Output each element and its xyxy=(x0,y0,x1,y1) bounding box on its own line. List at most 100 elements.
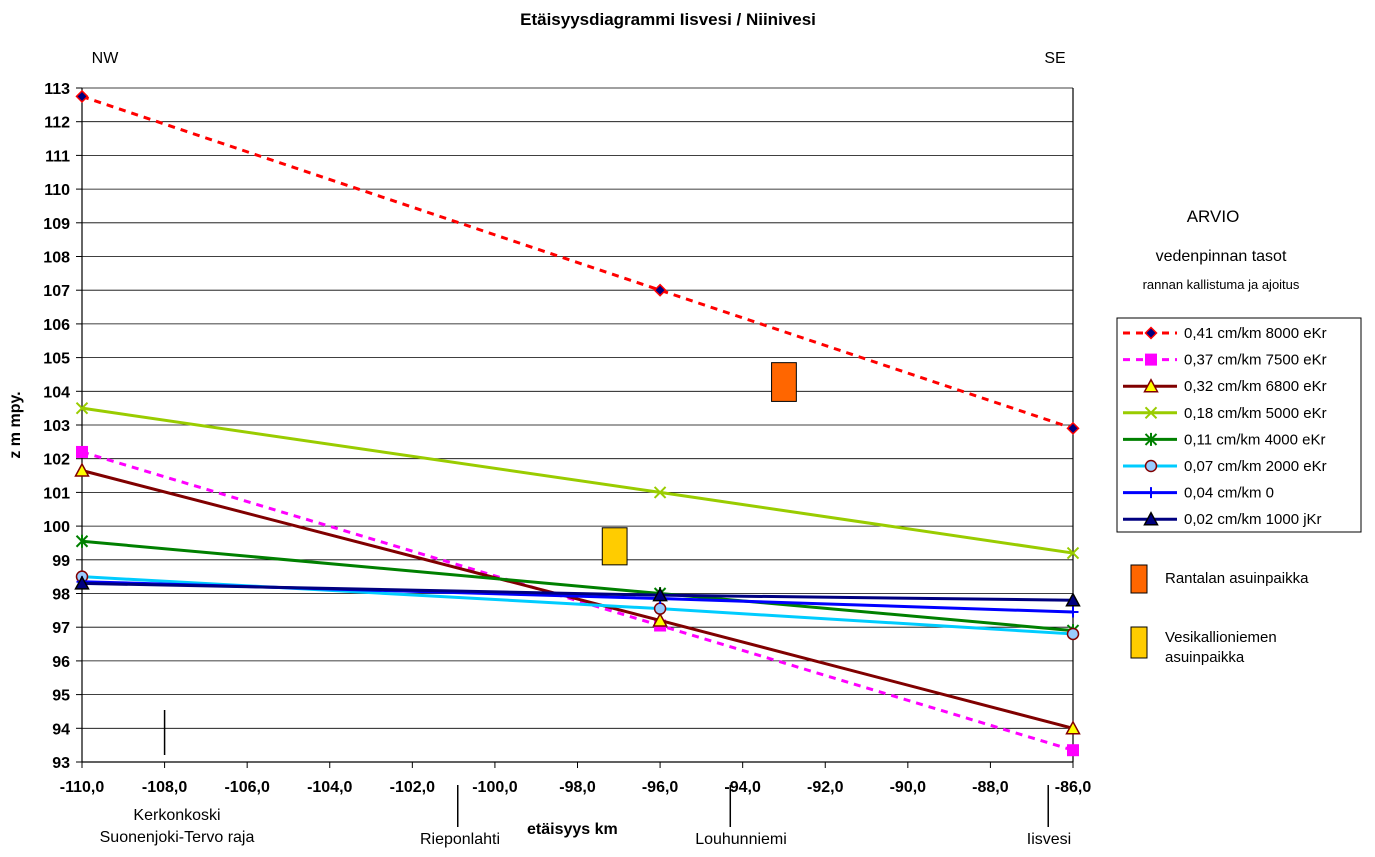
series-6 xyxy=(77,571,1079,639)
data-point-shape xyxy=(1068,745,1079,756)
y-tick-label: 106 xyxy=(43,317,70,334)
site-legend-label: asuinpaikka xyxy=(1165,649,1245,666)
place-label: Kerkonkoski xyxy=(133,807,220,824)
site-legend-label: Vesikallioniemen xyxy=(1165,629,1277,646)
y-tick-label: 96 xyxy=(52,654,70,671)
y-tick-label: 93 xyxy=(52,755,70,772)
site-legend-swatch xyxy=(1131,565,1147,593)
x-tick-label: -102,0 xyxy=(390,779,435,796)
y-tick-label: 97 xyxy=(52,620,70,637)
y-tick-label: 112 xyxy=(44,115,70,132)
x-tick-labels: -110,0 -108,0 -106,0 -104,0 -102,0 -100,0 -98,… xyxy=(60,762,1092,796)
data-point xyxy=(1068,423,1079,434)
data-point xyxy=(77,91,88,102)
place-label: Louhunniemi xyxy=(695,831,787,848)
y-tick-label: 100 xyxy=(43,519,70,536)
legend-marker xyxy=(1146,461,1157,472)
y-tick-labels: 93 94 95 96 97 98 99 100 101 102 103 104 105 106 107 10… xyxy=(43,81,70,772)
data-point-shape xyxy=(1068,607,1079,618)
legend-label: 0,11 cm/km 4000 eKr xyxy=(1184,431,1325,448)
site-markers xyxy=(602,363,796,565)
y-tick-label: 111 xyxy=(45,148,70,165)
data-point xyxy=(655,603,666,614)
series-7 xyxy=(77,576,1079,617)
series-8 xyxy=(76,577,1080,606)
y-tick-label: 94 xyxy=(52,721,70,738)
data-point-shape xyxy=(1068,423,1079,434)
data-point xyxy=(1068,628,1079,639)
x-axis-label: etäisyys km xyxy=(527,821,618,838)
legend-marker-shape xyxy=(1146,354,1157,365)
series-line xyxy=(82,408,1073,553)
y-tick-label: 95 xyxy=(52,688,70,705)
data-point xyxy=(1068,607,1079,618)
y-tick-label: 98 xyxy=(52,587,70,604)
series-line xyxy=(82,452,1073,750)
legend-label: 0,37 cm/km 7500 eKr xyxy=(1184,352,1327,369)
y-tick-label: 107 xyxy=(43,283,70,300)
y-tick-label: 105 xyxy=(43,351,70,368)
data-point-shape xyxy=(77,91,88,102)
legend-label: 0,07 cm/km 2000 eKr xyxy=(1184,458,1327,475)
x-tick-label: -108,0 xyxy=(142,779,187,796)
legend-label: 0,02 cm/km 1000 jKr xyxy=(1184,511,1322,528)
x-tick-label: -88,0 xyxy=(972,779,1009,796)
legend-label: 0,41 cm/km 8000 eKr xyxy=(1184,325,1327,342)
direction-label-nw: NW xyxy=(92,50,120,67)
y-tick-label: 109 xyxy=(43,216,70,233)
x-tick-label: -92,0 xyxy=(807,779,844,796)
place-label: Rieponlahti xyxy=(420,831,500,848)
site-marker xyxy=(602,528,627,565)
legend-label: 0,04 cm/km 0 xyxy=(1184,485,1274,502)
x-tick-label: -100,0 xyxy=(472,779,517,796)
legend-label: 0,18 cm/km 5000 eKr xyxy=(1184,405,1327,422)
site-legend-label: Rantalan asuinpaikka xyxy=(1165,570,1309,587)
x-tick-label: -104,0 xyxy=(307,779,352,796)
x-tick-label: -98,0 xyxy=(559,779,596,796)
x-tick-label: -106,0 xyxy=(224,779,269,796)
data-point xyxy=(655,285,666,296)
place-label: Suonenjoki-Tervo raja xyxy=(100,829,255,846)
data-point-shape xyxy=(1068,628,1079,639)
legend-marker xyxy=(1146,354,1157,365)
y-tick-label: 101 xyxy=(43,485,70,502)
site-legend-swatch xyxy=(1131,627,1147,658)
x-tick-label: -96,0 xyxy=(642,779,679,796)
site-legend: Rantalan asuinpaikka Vesikallioniemen asu… xyxy=(1131,565,1309,666)
place-label: Iisvesi xyxy=(1027,831,1071,848)
data-point-shape xyxy=(655,603,666,614)
legend-label: 0,32 cm/km 6800 eKr xyxy=(1184,378,1327,395)
side-title: ARVIO xyxy=(1187,207,1240,226)
series-line xyxy=(82,96,1073,428)
y-tick-label: 108 xyxy=(43,250,70,267)
data-point xyxy=(77,446,88,457)
gridlines xyxy=(76,88,1073,762)
y-axis-label: z m mpy. xyxy=(7,391,24,458)
x-tick-label: -86,0 xyxy=(1055,779,1092,796)
data-point xyxy=(1068,745,1079,756)
side-note: rannan kallistuma ja ajoitus xyxy=(1143,277,1300,292)
legend: 0,41 cm/km 8000 eKr 0,37 cm/km 7500 eKr 0,… xyxy=(1117,318,1361,532)
data-point-shape xyxy=(655,285,666,296)
side-subtitle: vedenpinnan tasot xyxy=(1156,248,1287,265)
x-tick-label: -110,0 xyxy=(60,779,105,796)
data-point xyxy=(76,464,89,476)
legend-marker-shape xyxy=(1146,461,1157,472)
y-tick-label: 103 xyxy=(43,418,70,435)
series-1 xyxy=(77,91,1079,434)
site-marker xyxy=(772,363,797,402)
data-point-shape xyxy=(76,464,89,476)
data-point-shape xyxy=(77,446,88,457)
y-tick-label: 102 xyxy=(43,452,70,469)
y-tick-label: 113 xyxy=(44,81,70,98)
series-4 xyxy=(77,403,1079,559)
series-lines xyxy=(76,91,1080,756)
series-2 xyxy=(77,446,1079,755)
y-tick-label: 99 xyxy=(52,553,70,570)
y-tick-label: 110 xyxy=(44,182,70,199)
chart-title: Etäisyysdiagrammi Iisvesi / Niinivesi xyxy=(520,10,816,29)
x-tick-label: -90,0 xyxy=(890,779,927,796)
direction-label-se: SE xyxy=(1044,50,1065,67)
y-tick-label: 104 xyxy=(43,384,70,401)
